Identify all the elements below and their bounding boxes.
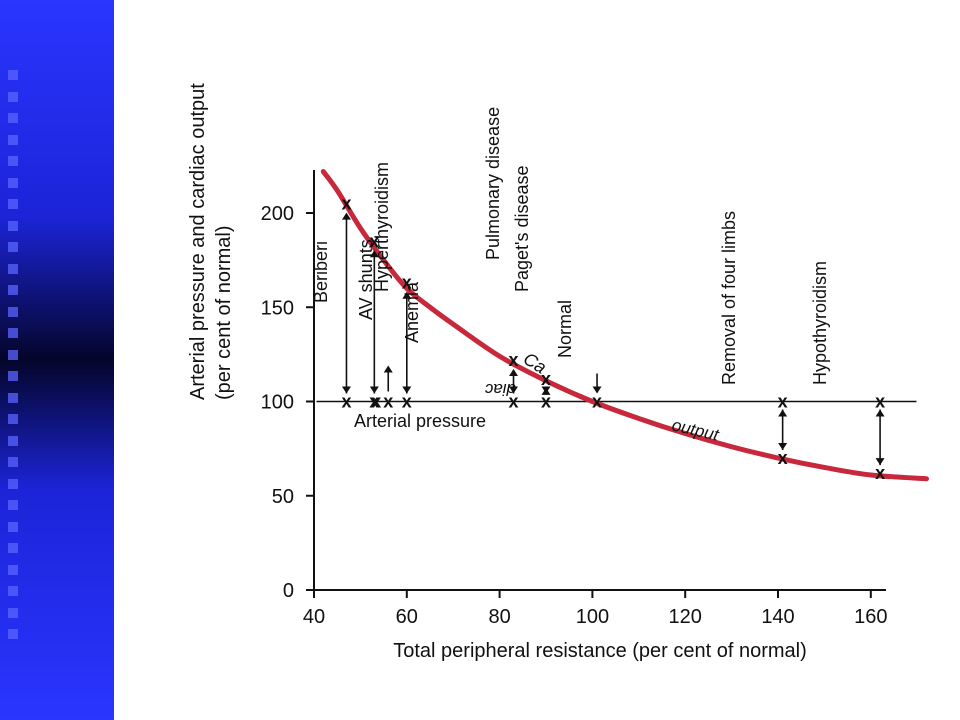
y-axis-label-line2: (per cent of normal) [213, 225, 235, 400]
x-tick-label: 60 [396, 606, 418, 628]
x-marker: x [778, 448, 788, 468]
y-tick-label: 100 [261, 392, 294, 414]
arrow-head [778, 409, 788, 417]
sidebar-square [8, 435, 18, 446]
x-marker: x [541, 369, 551, 389]
x-marker: x [402, 273, 412, 293]
x-axis-label: Total peripheral resistance (per cent of… [393, 640, 807, 662]
condition-label: Hyperthyroidism [372, 162, 392, 292]
condition-label: Hypothyroidism [810, 261, 830, 385]
x-marker: x [541, 392, 551, 412]
output-label: output [670, 415, 722, 444]
sidebar-square [8, 371, 18, 381]
x-tick-label: 140 [761, 606, 794, 628]
sidebar-square [8, 156, 18, 166]
sidebar-square [8, 543, 18, 553]
x-marker: x [341, 194, 351, 214]
sidebar-square [8, 349, 18, 360]
arrow-head [778, 443, 788, 451]
decorative-sidebar [0, 0, 114, 720]
arrow-head [369, 250, 379, 258]
arrows [341, 212, 885, 466]
sidebar-square [8, 414, 18, 424]
sidebar-square [8, 113, 18, 123]
x-marker: x [341, 392, 351, 412]
sidebar-square [8, 134, 18, 145]
x-marker: x [509, 392, 519, 412]
y-tick-label: 0 [283, 580, 294, 602]
x-marker: x [402, 392, 412, 412]
x-tick-label: 80 [488, 606, 510, 628]
condition-label: Pulmonary disease [483, 107, 503, 260]
arrow-head [875, 409, 885, 417]
sidebar-square [8, 457, 18, 467]
y-tick-label: 150 [261, 297, 294, 319]
x-tick-label: 100 [576, 606, 609, 628]
arrow-head [402, 386, 412, 394]
x-ticks: 40 60 80 100 120 140 160 [303, 590, 887, 628]
sidebar-square [8, 478, 18, 489]
condition-label: Removal of four limbs [719, 211, 739, 385]
sidebar-square [8, 263, 18, 274]
sidebar-square [8, 629, 18, 639]
arterial-pressure-label: Arterial pressure [354, 411, 486, 431]
x-marker: x [371, 392, 381, 412]
arrow-head [541, 387, 551, 395]
arrow-head [341, 386, 351, 394]
sidebar-square [8, 91, 18, 102]
y-tick-label: 200 [261, 203, 294, 225]
condition-label: Beriberi [311, 241, 331, 303]
x-tick-label: 120 [669, 606, 702, 628]
sidebar-square [8, 392, 18, 403]
y-ticks: 0 50 100 150 200 [261, 203, 314, 602]
sidebar-square [8, 607, 18, 618]
cardiac-label-diac: diac [484, 380, 516, 399]
x-tick-label: 40 [303, 606, 325, 628]
arrow-head [402, 291, 412, 299]
arrow-head [875, 458, 885, 466]
sidebar-square [8, 220, 18, 231]
x-marker: x [383, 392, 393, 412]
x-marker: x [592, 392, 602, 412]
x-marker: x [778, 392, 788, 412]
arrow-head [592, 386, 602, 394]
arrow-head [383, 365, 393, 373]
x-tick-label: 160 [854, 606, 887, 628]
condition-label: Normal [555, 300, 575, 358]
arrow-head [341, 212, 351, 220]
sidebar-square [8, 285, 18, 295]
x-marker: x [875, 392, 885, 412]
condition-label: Anemia [402, 281, 422, 343]
sidebar-square [8, 177, 18, 188]
sidebar-square [8, 242, 18, 252]
x-marker: x [369, 392, 379, 412]
sidebar-square [8, 306, 18, 317]
sidebar-square [8, 199, 18, 209]
y-axis-label-line1: Arterial pressure and cardiac output [187, 83, 209, 400]
sidebar-square [8, 564, 18, 575]
x-marker: x [509, 350, 519, 370]
arrow-head [509, 369, 519, 377]
sidebar-square [8, 500, 18, 510]
x-marker: x [875, 463, 885, 483]
arrow-head [369, 386, 379, 394]
sidebar-square [8, 586, 18, 596]
condition-label: Paget's disease [512, 165, 532, 292]
arrow-head [509, 386, 519, 394]
cardiac-output-curve [320, 169, 929, 482]
sidebar-square [8, 328, 18, 338]
condition-label: AV shunts [356, 239, 376, 320]
sidebar-square [8, 521, 18, 532]
x-marker: x [369, 231, 379, 251]
sidebar-square [8, 70, 18, 80]
y-tick-label: 50 [272, 486, 294, 508]
